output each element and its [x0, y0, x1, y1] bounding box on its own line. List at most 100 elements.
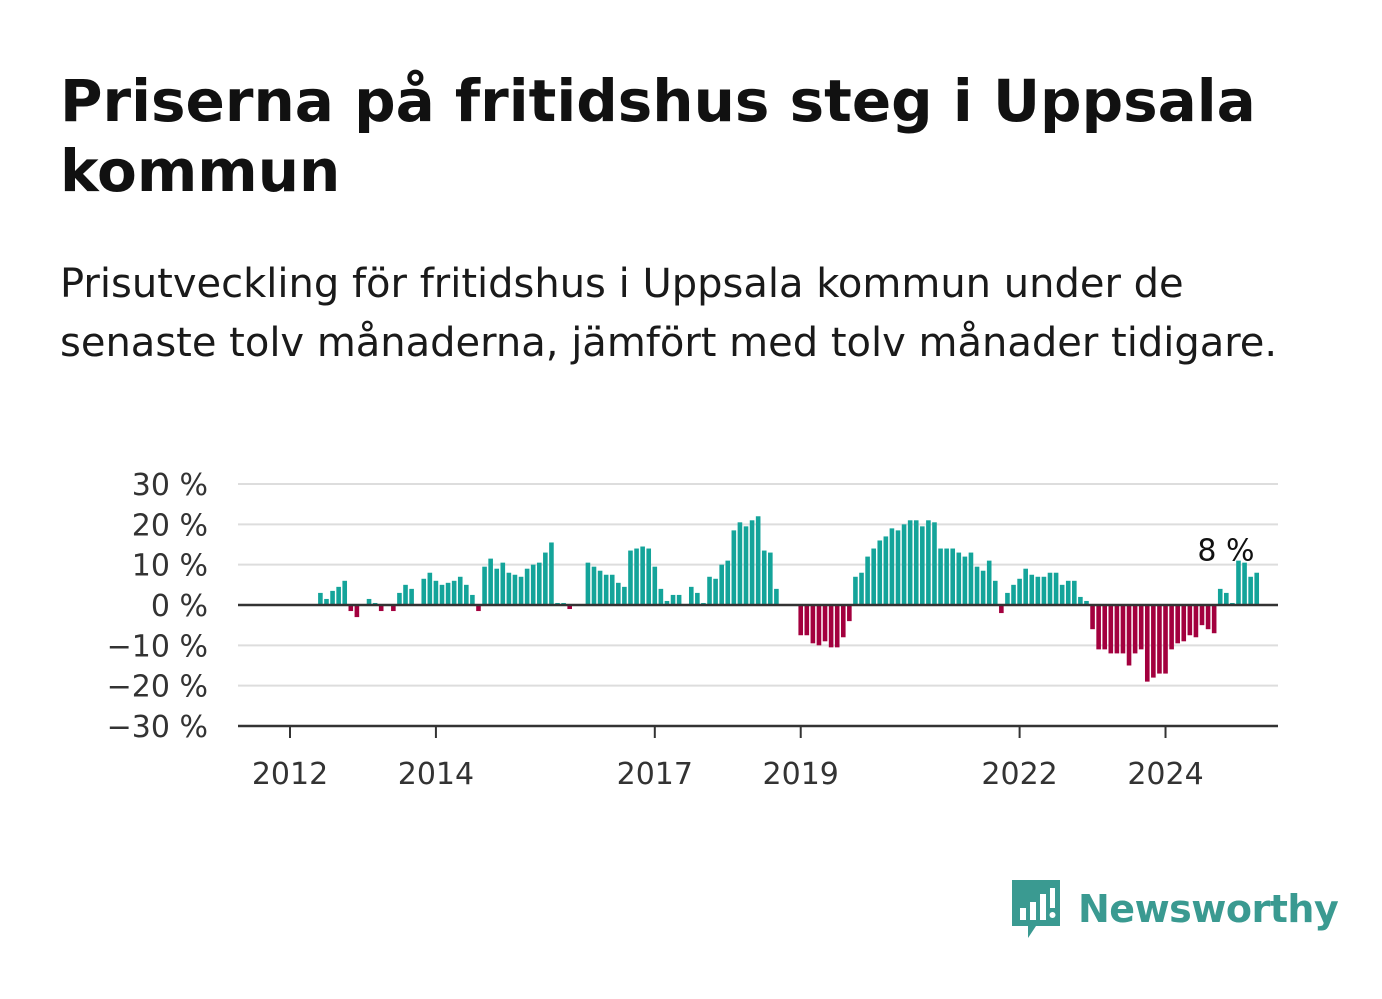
bar [938, 548, 943, 605]
bar [810, 605, 816, 644]
x-tick-label: 2024 [1127, 757, 1203, 792]
bar [324, 598, 329, 605]
bar [628, 550, 633, 605]
bar [755, 516, 761, 605]
bar [676, 594, 682, 605]
y-tick-label: −10 % [107, 629, 208, 664]
y-tick-label: −30 % [107, 710, 208, 745]
bar [1254, 572, 1260, 605]
bar [713, 578, 718, 605]
bar [926, 520, 931, 605]
bar [664, 600, 670, 605]
bar [719, 564, 724, 605]
bar [348, 605, 354, 612]
bar [962, 556, 968, 605]
bar [737, 522, 743, 605]
bar [524, 568, 530, 605]
bar [889, 528, 895, 605]
bar [518, 576, 524, 605]
bar [1132, 605, 1138, 654]
bar [1175, 605, 1180, 644]
bar [512, 574, 518, 605]
chart-subtitle: Prisutveckling för fritidshus i Uppsala … [60, 261, 1278, 366]
bar [1041, 576, 1047, 605]
bar [1029, 574, 1035, 605]
bar [1017, 578, 1022, 605]
bar [913, 520, 919, 605]
bar [974, 566, 980, 605]
bar [1120, 605, 1126, 654]
bar [567, 605, 572, 610]
x-tick-label: 2012 [252, 757, 328, 792]
last-value-label: 8 % [1197, 534, 1254, 569]
bar [1217, 588, 1223, 605]
y-tick-label: 30 % [132, 468, 208, 503]
x-axis-ticks: 2012 2014 2017 2019 2022 2024 [252, 726, 1204, 792]
bar [640, 546, 645, 605]
bar [1090, 605, 1095, 630]
bar [1011, 584, 1016, 605]
bar [549, 542, 554, 605]
bar [603, 574, 609, 605]
bar [956, 552, 962, 605]
bar [828, 605, 834, 648]
bar [536, 562, 542, 605]
bar [774, 588, 779, 605]
bar [330, 590, 335, 605]
bar [488, 558, 493, 605]
bar [1236, 560, 1241, 605]
bar [743, 526, 749, 605]
bar [543, 552, 548, 605]
bar [1151, 605, 1156, 678]
bar [652, 566, 658, 605]
bar [409, 588, 414, 605]
bar [731, 530, 737, 605]
bar [1108, 605, 1114, 654]
bar [1242, 562, 1247, 605]
bar [749, 520, 755, 605]
bar [1072, 580, 1077, 605]
bar [427, 572, 433, 605]
bars [318, 516, 1260, 682]
bar [950, 548, 956, 605]
bar [986, 560, 992, 605]
bar [695, 592, 700, 605]
bar [354, 605, 360, 618]
bar [1138, 605, 1144, 650]
bar [871, 548, 876, 605]
newsworthy-logo: Newsworthy [1010, 878, 1339, 940]
bar [1181, 605, 1187, 642]
bar [1205, 605, 1211, 630]
newsworthy-bar-icon [1012, 880, 1060, 938]
bar [500, 562, 506, 605]
bar [853, 576, 858, 605]
bar [616, 582, 621, 605]
bar [1084, 600, 1089, 605]
bar [403, 584, 408, 605]
bar [464, 584, 469, 605]
bar [847, 605, 852, 622]
bar [816, 605, 822, 646]
bar [494, 568, 500, 605]
bar [1053, 572, 1059, 605]
bar [439, 584, 445, 605]
bar [591, 566, 597, 605]
bar [1248, 576, 1253, 605]
x-tick-label: 2014 [398, 757, 474, 792]
bar [725, 560, 731, 605]
x-tick-label: 2019 [763, 757, 839, 792]
bar [907, 520, 913, 605]
bar [920, 526, 925, 605]
bar [1144, 605, 1150, 682]
y-tick-label: −20 % [107, 670, 208, 705]
bar [1126, 605, 1132, 666]
bar [834, 605, 840, 648]
bar [1114, 605, 1120, 654]
bar [804, 605, 810, 636]
axes [238, 603, 1278, 728]
bar [336, 586, 341, 605]
bar [1157, 605, 1162, 674]
bar [707, 576, 712, 605]
bar [658, 588, 664, 605]
